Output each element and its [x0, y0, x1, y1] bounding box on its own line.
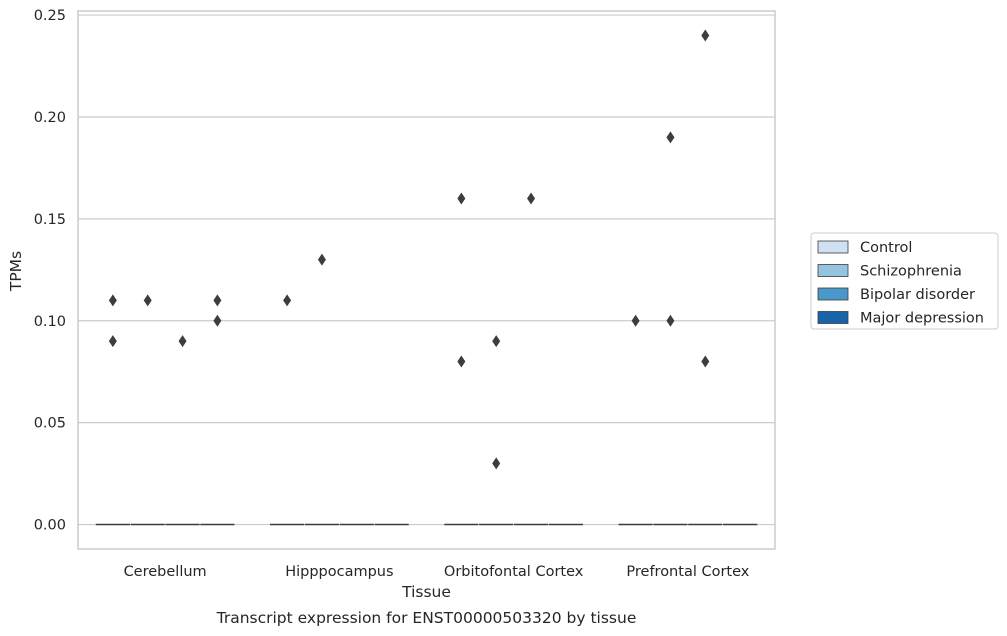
outlier-point — [666, 314, 675, 327]
outlier-point — [108, 335, 117, 348]
legend: Control Schizophrenia Bipolar disorder Majo… — [810, 232, 999, 330]
y-tick-label: 0.15 — [34, 212, 66, 228]
outlier-point — [666, 131, 675, 144]
legend-frame — [810, 232, 999, 330]
plot-frame — [77, 10, 776, 550]
y-tick-label: 0.10 — [34, 314, 66, 330]
chart-caption: Transcript expression for ENST0000050332… — [216, 609, 637, 627]
legend-label: Schizophrenia — [860, 264, 962, 280]
x-tick-label: Cerebellum — [124, 564, 207, 580]
x-tick-label: Hipppocampus — [285, 564, 393, 580]
outlier-point — [178, 335, 187, 348]
legend-label: Major depression — [860, 311, 984, 327]
outlier-point — [527, 192, 536, 205]
outlier-point — [317, 253, 326, 266]
outlier-point — [213, 294, 222, 307]
legend-label: Control — [860, 240, 912, 256]
outlier-point — [213, 314, 222, 327]
x-axis-label: Tissue — [401, 583, 451, 601]
x-tick-label: Prefrontal Cortex — [626, 564, 749, 580]
outlier-point — [631, 314, 640, 327]
outlier-point — [701, 355, 710, 368]
plot-background — [78, 11, 775, 549]
y-tick-label: 0.25 — [34, 8, 66, 24]
y-tick-label: 0.00 — [34, 518, 66, 534]
x-tick-label: Orbitofontal Cortex — [444, 564, 584, 580]
outlier-point — [457, 355, 466, 368]
outlier-point — [701, 29, 710, 42]
y-tick-label: 0.20 — [34, 110, 66, 126]
legend-entries: Control Schizophrenia Bipolar disorder Majo… — [817, 240, 984, 327]
outlier-point — [283, 294, 292, 307]
legend-label: Bipolar disorder — [860, 287, 975, 303]
outlier-point — [143, 294, 152, 307]
y-axis-label: TPMs — [7, 251, 25, 292]
x-tick-labels: Cerebellum Hipppocampus Orbitofontal Corte… — [124, 564, 750, 580]
legend-swatch — [817, 311, 849, 324]
outlier-point — [492, 457, 501, 470]
legend-swatch — [817, 240, 849, 254]
outlier-point — [457, 192, 466, 205]
y-tick-labels: 0.00 0.05 0.10 0.15 0.20 0.25 — [34, 8, 66, 533]
outlier-point — [492, 335, 501, 348]
legend-swatch — [817, 264, 849, 277]
outliers — [108, 29, 710, 470]
legend-swatch — [817, 287, 849, 301]
y-tick-label: 0.05 — [34, 416, 66, 432]
outlier-point — [108, 294, 117, 307]
